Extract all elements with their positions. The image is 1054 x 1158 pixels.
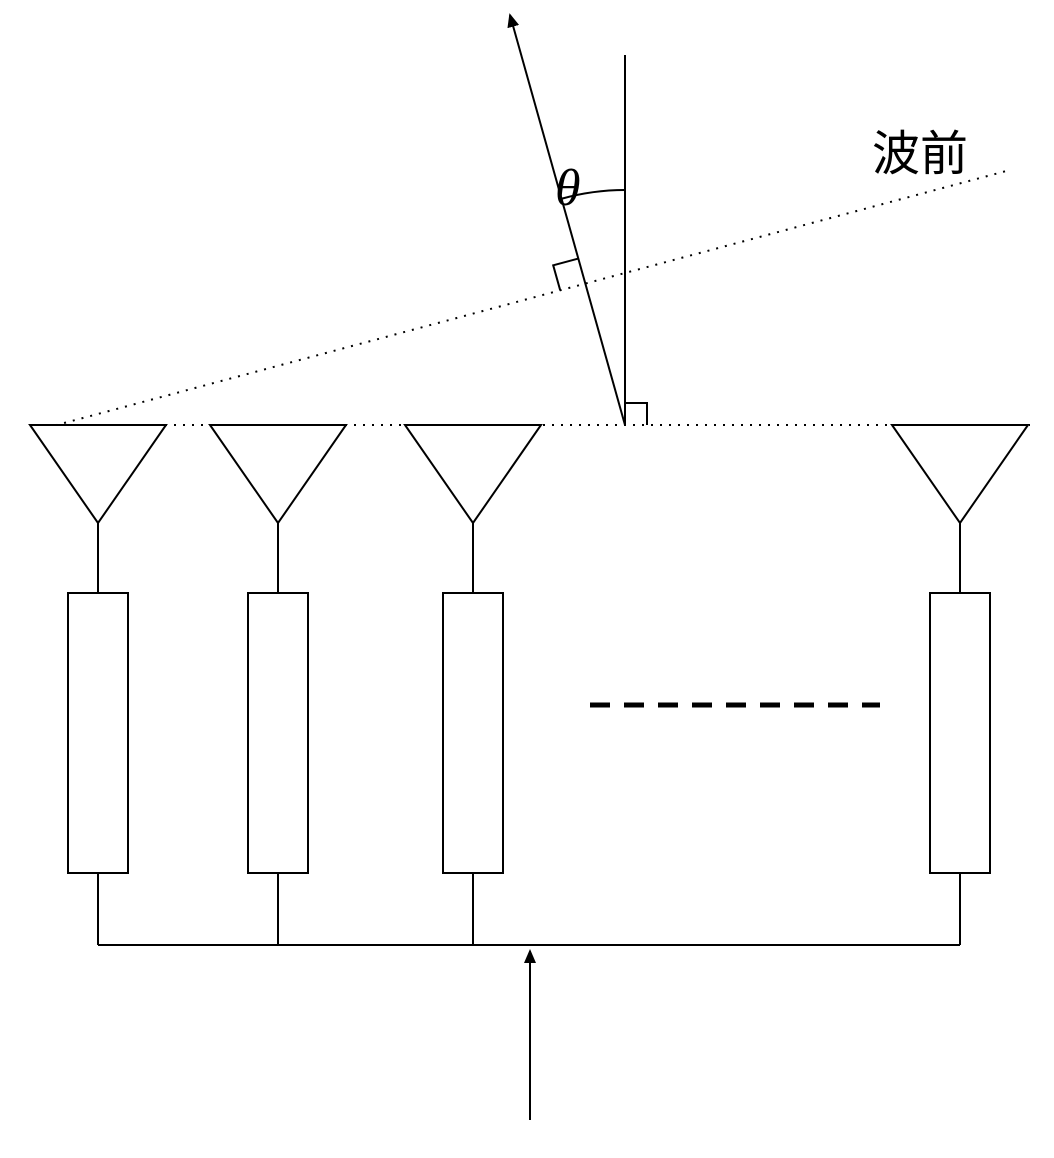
right-angle-marker-steered — [553, 259, 578, 291]
phase-shifter — [248, 593, 308, 873]
beam-direction-arrow — [510, 15, 625, 425]
wavefront-line — [38, 170, 1010, 430]
theta-label: θ — [555, 160, 581, 217]
antenna-element — [210, 425, 346, 523]
right-angle-marker-base — [625, 403, 647, 425]
phase-shifter — [930, 593, 990, 873]
wavefront-label: 波前 — [872, 128, 968, 181]
phased-array-diagram: 波前 θ — [0, 0, 1054, 1158]
antenna-element — [892, 425, 1028, 523]
antenna-element — [405, 425, 541, 523]
phase-shifter — [443, 593, 503, 873]
phase-shifter — [68, 593, 128, 873]
antenna-element — [30, 425, 166, 523]
